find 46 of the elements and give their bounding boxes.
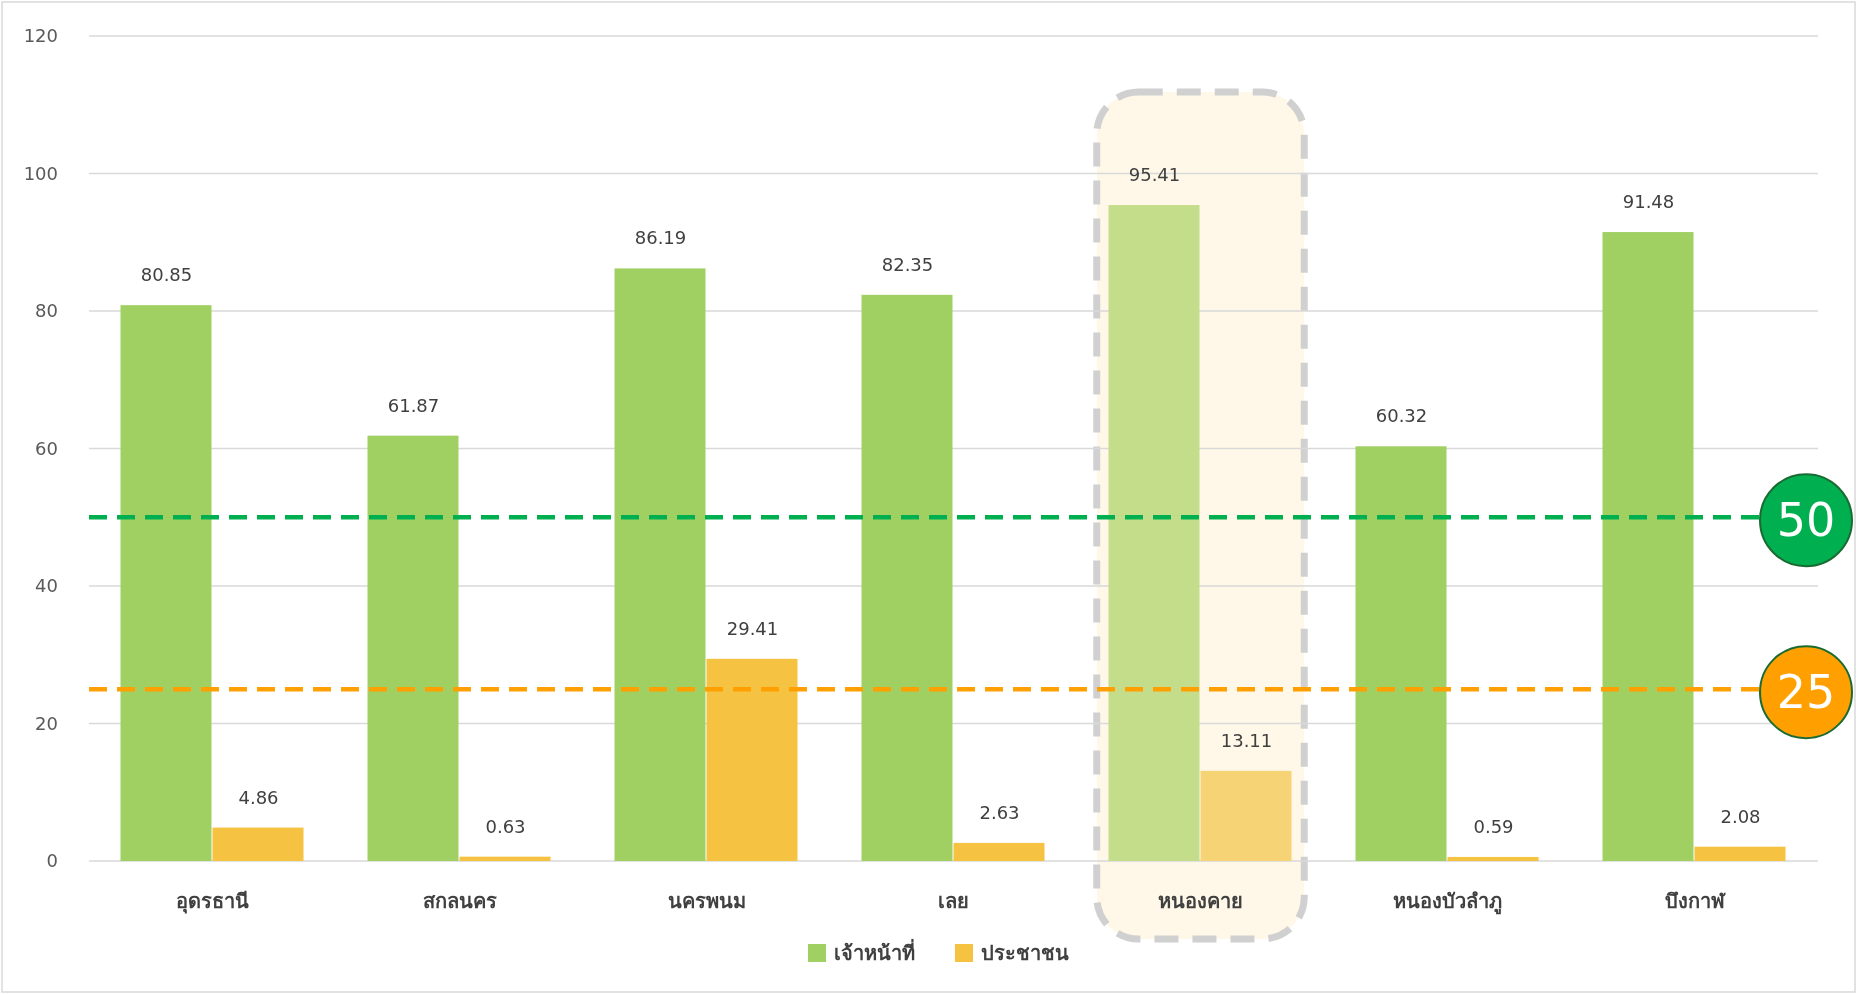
data-label: 80.85 — [140, 264, 193, 286]
x-tick-label: หนองคาย — [1158, 889, 1243, 913]
x-tick-label: บึงกาฬ — [1664, 889, 1726, 913]
bar — [861, 294, 953, 861]
data-label: 60.32 — [1375, 405, 1428, 427]
ref-line-label: 25 — [1776, 665, 1836, 720]
data-label: 13.11 — [1220, 729, 1273, 751]
data-label: 61.87 — [387, 394, 440, 416]
data-label: 91.48 — [1622, 191, 1675, 213]
bar — [1355, 446, 1447, 861]
bar — [1108, 205, 1200, 861]
x-tick-label: เลย — [938, 889, 969, 913]
bar — [614, 268, 706, 861]
x-tick-label: นครพนม — [667, 889, 746, 913]
data-label: 82.35 — [881, 253, 934, 275]
y-tick-label: 60 — [35, 437, 58, 459]
y-tick-label: 120 — [23, 25, 58, 46]
bar — [367, 435, 459, 861]
bar — [1602, 232, 1694, 861]
legend-label: เจ้าหน้าที่ — [834, 938, 915, 965]
y-tick-label: 80 — [35, 300, 58, 321]
legend-label: ประชาชน — [981, 941, 1069, 965]
bar — [1200, 770, 1292, 861]
y-tick-label: 20 — [35, 712, 58, 734]
data-label: 2.63 — [979, 801, 1020, 823]
x-tick-label: สกลนคร — [422, 889, 497, 913]
data-label: 4.86 — [238, 786, 279, 808]
y-tick-label: 40 — [35, 575, 58, 596]
ref-line-label: 50 — [1776, 493, 1836, 548]
bar — [120, 305, 212, 861]
bar — [212, 827, 304, 861]
data-label: 86.19 — [634, 227, 687, 249]
data-label: 95.41 — [1128, 164, 1181, 186]
y-tick-label: 0 — [46, 850, 58, 871]
data-label: 29.41 — [726, 617, 779, 639]
x-tick-label: หนองบัวลำภู — [1393, 889, 1502, 915]
bar — [1447, 856, 1539, 861]
x-tick-label: อุดรธานี — [176, 889, 249, 914]
y-tick-label: 100 — [23, 162, 58, 184]
bar — [459, 856, 551, 861]
bar — [953, 842, 1045, 861]
data-label: 0.59 — [1473, 815, 1514, 837]
data-label: 2.08 — [1720, 805, 1761, 827]
bar — [706, 658, 798, 861]
data-label: 0.63 — [485, 815, 526, 837]
bar — [1694, 846, 1786, 861]
